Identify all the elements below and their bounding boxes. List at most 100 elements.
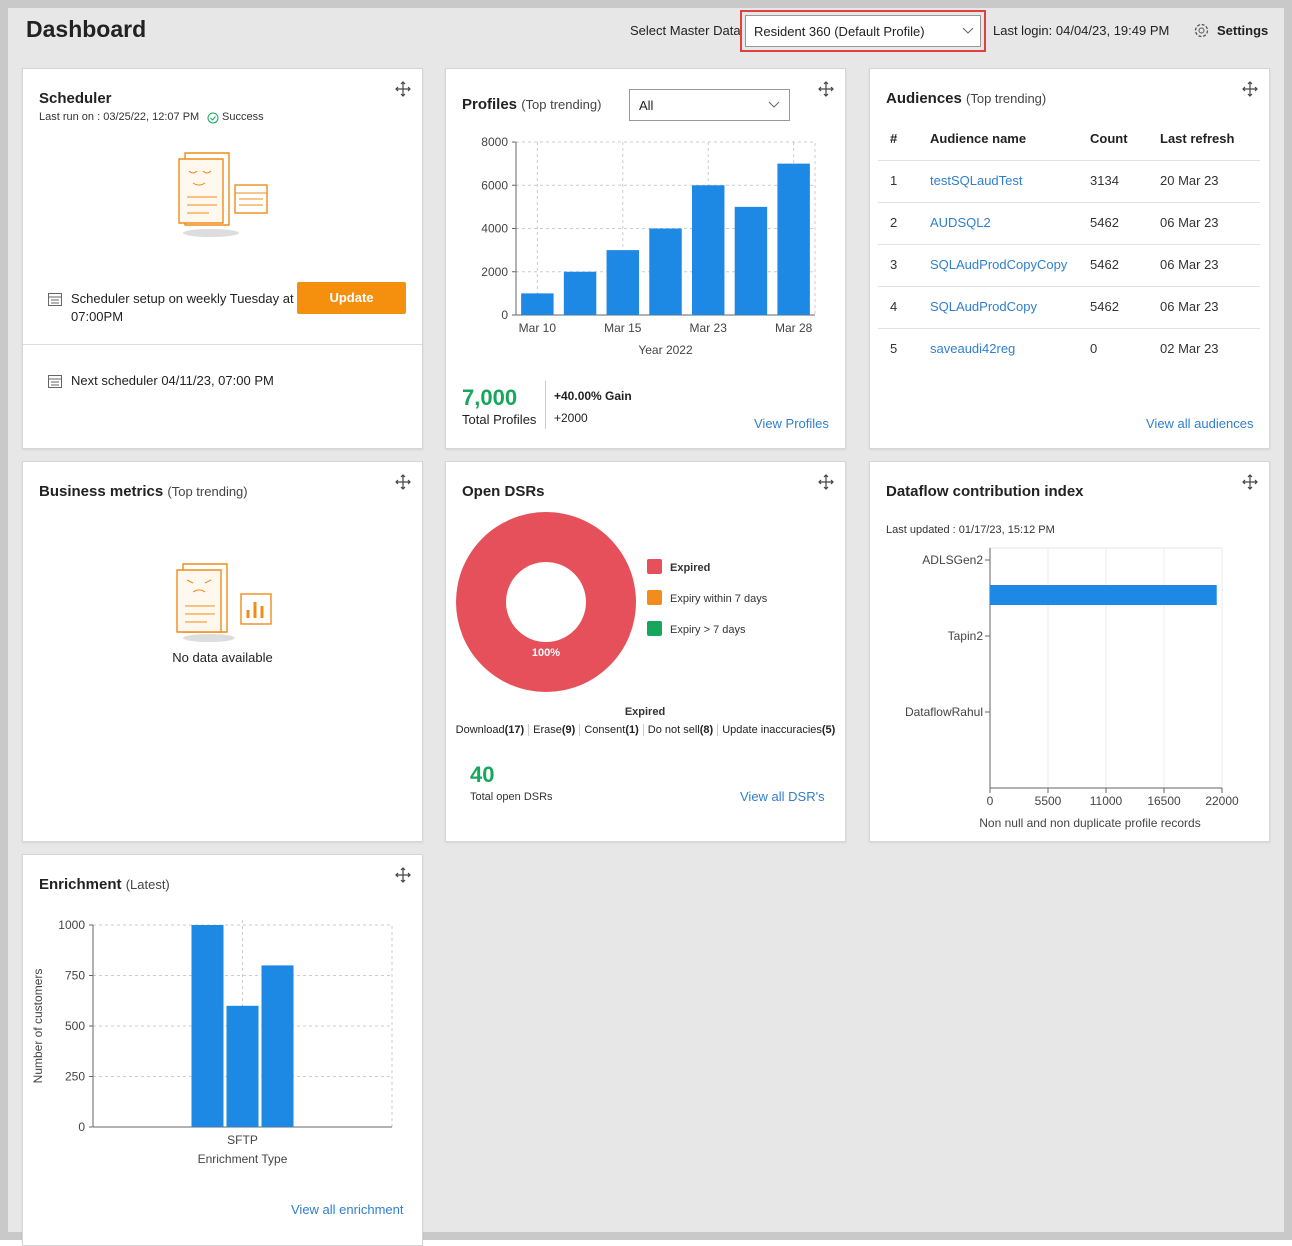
title: Profiles (462, 96, 518, 113)
view-enrichment[interactable]: View all enrichment (291, 1202, 404, 1217)
cell: 06 Mar 23 (1160, 299, 1219, 314)
dsr-card: Open DSRs Download(17) Erase(9) Consent(1)… (445, 461, 846, 842)
setup-text: Scheduler setup on weekly Tuesday at 07:… (71, 291, 294, 324)
title: Audiences (886, 90, 962, 107)
audience-link[interactable]: SQLAudProdCopyCopy (930, 257, 1068, 272)
title: Enrichment (39, 876, 122, 893)
card-title: Scheduler (39, 90, 112, 107)
cell: 5462 (1090, 299, 1119, 314)
column-header: Last refresh (1160, 131, 1235, 146)
master-label: Select Master Data (630, 23, 741, 38)
column-header: Audience name (930, 131, 1027, 146)
next-scheduler: Next scheduler 04/11/23, 07:00 PM (71, 373, 274, 388)
card-title: Enrichment (Latest) (39, 876, 170, 893)
breakdown-item: Erase(9) (528, 724, 580, 736)
last-login: Last login: 04/04/23, 19:49 PM (993, 23, 1170, 38)
calendar-illustration (178, 152, 268, 237)
cell: 06 Mar 23 (1160, 215, 1219, 230)
card-title: Dataflow contribution index (886, 483, 1084, 500)
page-title: Dashboard (26, 16, 147, 42)
title: Business metrics (39, 483, 164, 500)
row-divider (878, 328, 1260, 329)
row-divider (878, 286, 1260, 287)
breakdown-label: Update inaccuracies (722, 724, 822, 736)
total: 7,000 (462, 385, 518, 410)
update-button[interactable]: Update (297, 282, 406, 314)
cell: 20 Mar 23 (1160, 173, 1219, 188)
master-value: Resident 360 (Default Profile) (754, 24, 925, 39)
divider (23, 344, 422, 345)
column-header: Count (1090, 131, 1128, 146)
view-audiences[interactable]: View all audiences (1146, 416, 1254, 431)
row-divider (878, 244, 1260, 245)
breakdown-label: Consent (584, 724, 626, 736)
dataflow-card: Dataflow contribution index Last updated… (869, 461, 1270, 842)
status: Success (222, 111, 264, 123)
empty-text: No data available (172, 650, 273, 665)
breakdown-label: Do not sell (647, 724, 700, 736)
breakdown-item: Do not sell(8) (642, 724, 718, 736)
cell: 5 (890, 341, 898, 356)
audience-link[interactable]: AUDSQL2 (930, 215, 991, 230)
calendar-icon (48, 375, 62, 388)
subtitle: (Latest) (125, 877, 170, 892)
breakdown-count: (9) (561, 724, 576, 736)
cell: 1 (890, 173, 898, 188)
cell: 06 Mar 23 (1160, 257, 1219, 272)
cell: 5462 (1090, 215, 1119, 230)
settings-icon[interactable] (1193, 22, 1210, 39)
audience-link[interactable]: SQLAudProdCopy (930, 299, 1037, 314)
gain: +40.00% Gain (554, 389, 632, 403)
cell: 3 (890, 257, 898, 272)
breakdown-label: Download (455, 724, 505, 736)
empty-illustration (176, 563, 272, 642)
master-select[interactable]: Resident 360 (Default Profile) (745, 15, 981, 47)
card-title: Profiles (Top trending) (462, 96, 601, 113)
view-dsrs[interactable]: View all DSR's (740, 789, 825, 804)
success-icon (207, 112, 219, 124)
calendar-icon (48, 293, 62, 306)
scheduler-card: Scheduler Last run on : 03/25/22, 12:07 … (22, 68, 423, 449)
filter-value: All (639, 98, 654, 113)
cell: 3134 (1090, 173, 1119, 188)
cell: 5462 (1090, 257, 1119, 272)
breakdown-count: (17) (504, 724, 525, 736)
breakdown-label: Erase (533, 724, 562, 736)
total-label: Total Profiles (462, 412, 537, 427)
cell: 2 (890, 215, 898, 230)
audience-link[interactable]: testSQLaudTest (930, 173, 1023, 188)
breakdown-item: Update inaccuracies(5) (717, 724, 840, 736)
enrichment-card: Enrichment (Latest) View all enrichment (22, 854, 423, 1246)
row-divider (878, 160, 1260, 161)
cell: 0 (1090, 341, 1098, 356)
filter-select[interactable]: All (629, 89, 790, 121)
cell: 4 (890, 299, 898, 314)
business-card: Business metrics (Top trending) No data … (22, 461, 423, 842)
profiles-card: Profiles (Top trending) All 7,000 Total … (445, 68, 846, 449)
card-title: Audiences (Top trending) (886, 90, 1046, 107)
card-title: Business metrics (Top trending) (39, 483, 248, 500)
breakdown-count: (5) (821, 724, 836, 736)
breakdown-item: Download(17) (452, 724, 528, 736)
column-header: # (890, 131, 898, 146)
total-label: Total open DSRs (470, 791, 553, 803)
last-updated: Last updated : 01/17/23, 15:12 PM (886, 524, 1055, 536)
breakdown-count: (8) (699, 724, 714, 736)
chevron (962, 27, 974, 34)
subtitle: (Top trending) (966, 91, 1047, 106)
settings[interactable]: Settings (1217, 23, 1269, 38)
delta: +2000 (554, 411, 588, 425)
subtitle: (Top trending) (167, 484, 248, 499)
breakdown-count: (1) (625, 724, 639, 736)
card-title: Open DSRs (462, 483, 545, 500)
audience-link[interactable]: saveaudi42reg (930, 341, 1016, 356)
highlight (740, 10, 986, 52)
breakdown-item: Consent(1) (579, 724, 643, 736)
breakdown: Download(17) Erase(9) Consent(1) Do not sel… (446, 724, 845, 736)
cell: 02 Mar 23 (1160, 341, 1219, 356)
subtitle: (Top trending) (521, 97, 602, 112)
total: 40 (470, 762, 495, 787)
audiences-card: Audiences (Top trending) # Audience name C… (869, 68, 1270, 449)
chevron (768, 101, 780, 108)
view-profiles[interactable]: View Profiles (754, 416, 829, 431)
